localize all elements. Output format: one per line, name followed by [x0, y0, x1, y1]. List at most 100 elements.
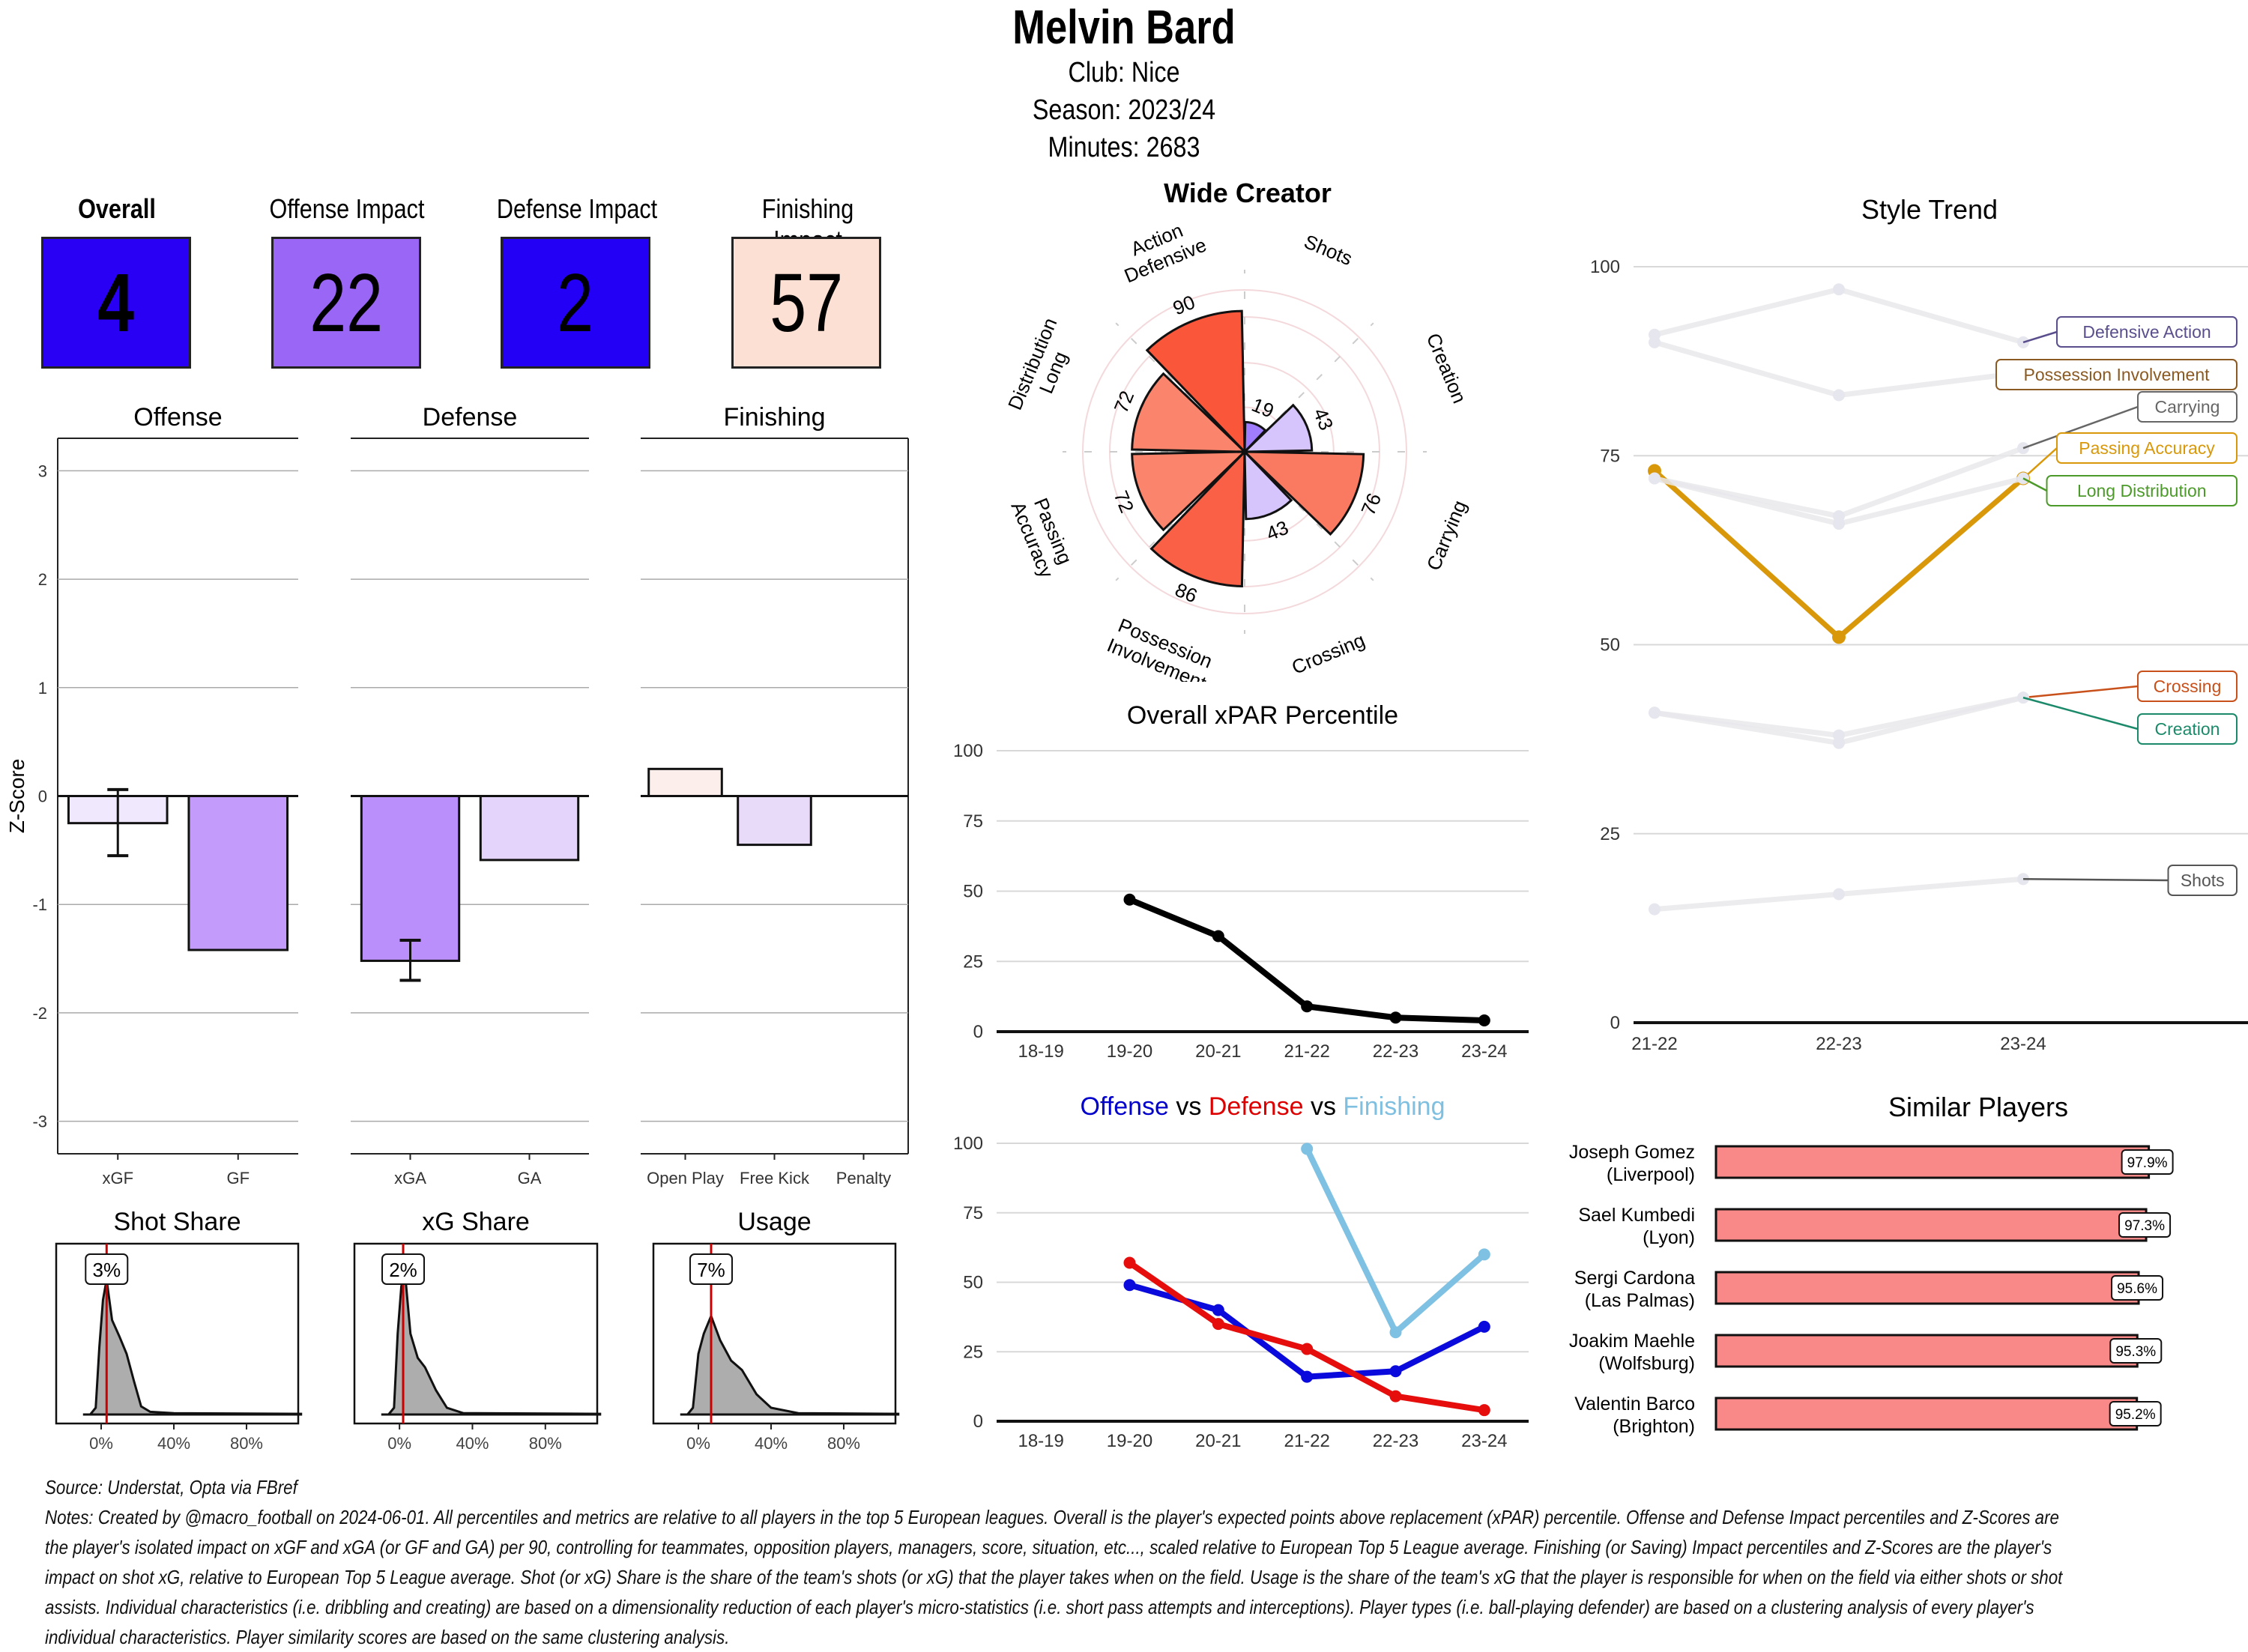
y-tick-label: 75 [1600, 446, 1620, 466]
player-name-label: (Wolfsburg) [1598, 1353, 1695, 1374]
polar-bar [1242, 450, 1365, 536]
trend-point [1833, 283, 1845, 296]
defense-impact-card: 2 [501, 237, 650, 369]
season-label: Season: 2023/24 [1032, 94, 1216, 126]
series-label-box [2137, 671, 2238, 702]
polar-value-label: 43 [1263, 516, 1291, 545]
y-axis-label: Z-Score [5, 759, 28, 834]
trend-point [1833, 518, 1845, 530]
x-tick-label: 21-22 [1284, 1041, 1329, 1062]
polar-title: Wide Creator [1164, 178, 1332, 208]
chart-title: Similar Players [1888, 1092, 2068, 1122]
panel-frame [652, 1242, 897, 1425]
marker-label-box [85, 1253, 129, 1285]
chart-title: Style Trend [1861, 194, 1998, 225]
data-point [1389, 1390, 1402, 1403]
similarity-bar [1714, 1334, 2139, 1368]
notes-line: Notes: Created by @macro_football on 202… [45, 1506, 2059, 1528]
polar-bar [1243, 420, 1267, 455]
overall-value: 4 [97, 256, 135, 349]
data-point [1123, 1279, 1136, 1292]
x-tick-label: 23-24 [1461, 1041, 1507, 1062]
chart-title: Overall xPAR Percentile [1127, 701, 1398, 730]
footer-notes: Source: Understat, Opta via FBref Notes:… [45, 1472, 2236, 1652]
trend-point [1833, 736, 1845, 749]
player-name-label: Joakim Maehle [1569, 1331, 1695, 1352]
bar [187, 795, 289, 951]
y-tick-label: -2 [32, 1004, 47, 1023]
series-label: Carrying [2155, 397, 2220, 417]
data-point [1212, 1304, 1224, 1316]
trend-point [2017, 442, 2029, 455]
series-line-defense [1128, 1260, 1485, 1414]
card-title-defense-impact: Defense Impact [496, 193, 658, 224]
title-part: vs [1304, 1092, 1336, 1121]
similar-players-chart: Similar Players Joseph Gomez(Liverpool) 97… [1569, 1092, 2174, 1437]
panel-title: xG Share [422, 1208, 530, 1236]
y-tick-label: 100 [1590, 257, 1620, 277]
offense-defense-finishing-chart: 0 25 50 75 100 18-19 19-20 20-21 21-22 22-23 23-24… [953, 1092, 1529, 1451]
panel-frame [353, 1242, 599, 1425]
notes-line: impact on shot xG, relative to European … [45, 1566, 2063, 1588]
x-tick-label: Penalty [836, 1169, 891, 1187]
density-area [381, 1272, 602, 1416]
x-tick-label: 80% [529, 1434, 562, 1453]
data-point [1123, 1256, 1136, 1269]
panel-title: Shot Share [113, 1208, 241, 1236]
similarity-bar [1714, 1208, 2148, 1242]
xpar-line-chart: 0 25 50 75 100 18-19 19-20 20-21 21-22 22-23 23-24… [953, 701, 1529, 1062]
similarity-bar [1714, 1271, 2140, 1305]
club-label: Club: Nice [1068, 57, 1180, 88]
data-point [1389, 1326, 1402, 1339]
value-label: 95.2% [2115, 1407, 2156, 1423]
x-tick-label: 0% [686, 1434, 710, 1453]
bar [479, 795, 580, 862]
similarity-bar [1714, 1145, 2151, 1179]
series-label-box [2167, 865, 2238, 896]
label-leader [2022, 330, 2058, 344]
finishing-impact-card: 57 [731, 237, 881, 369]
x-tick-label: 18-19 [1018, 1041, 1063, 1062]
series-line-finishing [1304, 1147, 1487, 1336]
panel-frame [55, 1242, 300, 1425]
y-tick-label: 50 [1600, 635, 1620, 656]
notes-line: the player's isolated impact on xGF and … [45, 1536, 2052, 1558]
label-leader [2022, 696, 2139, 730]
title-part: Finishing [1336, 1092, 1445, 1121]
polar-bar [1149, 449, 1246, 588]
data-point [1301, 1343, 1314, 1355]
x-tick-label: 0% [89, 1434, 113, 1453]
y-tick-label: 2 [38, 570, 47, 589]
defense-impact-value: 2 [557, 256, 594, 349]
polar-value-label: 72 [1110, 488, 1139, 516]
label-leader [2022, 405, 2139, 450]
player-name-label: Sael Kumbedi [1578, 1205, 1695, 1226]
value-label-box [2121, 1149, 2174, 1175]
polar-value-label: 76 [1356, 490, 1386, 518]
title-part: Offense [1081, 1092, 1169, 1121]
series-label-box [1995, 359, 2238, 390]
trend-point [1649, 707, 1661, 719]
finishing-impact-value: 57 [770, 256, 843, 349]
x-tick-label: xGA [394, 1169, 426, 1187]
x-tick-label: 22-23 [1373, 1431, 1418, 1451]
player-name: Melvin Bard [1012, 0, 1236, 54]
polar-value-label: 72 [1110, 387, 1139, 416]
data-point [1389, 1365, 1402, 1378]
title-part: vs [1169, 1092, 1201, 1121]
y-tick-label: 50 [963, 1273, 983, 1293]
label-leader [2022, 878, 2169, 882]
label-leader [2022, 477, 2048, 492]
x-tick-label: 20-21 [1195, 1431, 1241, 1451]
x-tick-label: GA [518, 1169, 542, 1187]
y-tick-label: 25 [1600, 824, 1620, 844]
marker-label: 3% [92, 1259, 121, 1281]
trend-line [1654, 286, 2024, 345]
value-label: 95.3% [2115, 1344, 2156, 1360]
player-name-label: Joseph Gomez [1569, 1142, 1695, 1163]
polar-value-label: 43 [1309, 405, 1338, 433]
trend-point [1833, 888, 1845, 901]
bar [647, 767, 723, 797]
panel-title: Usage [737, 1208, 811, 1236]
